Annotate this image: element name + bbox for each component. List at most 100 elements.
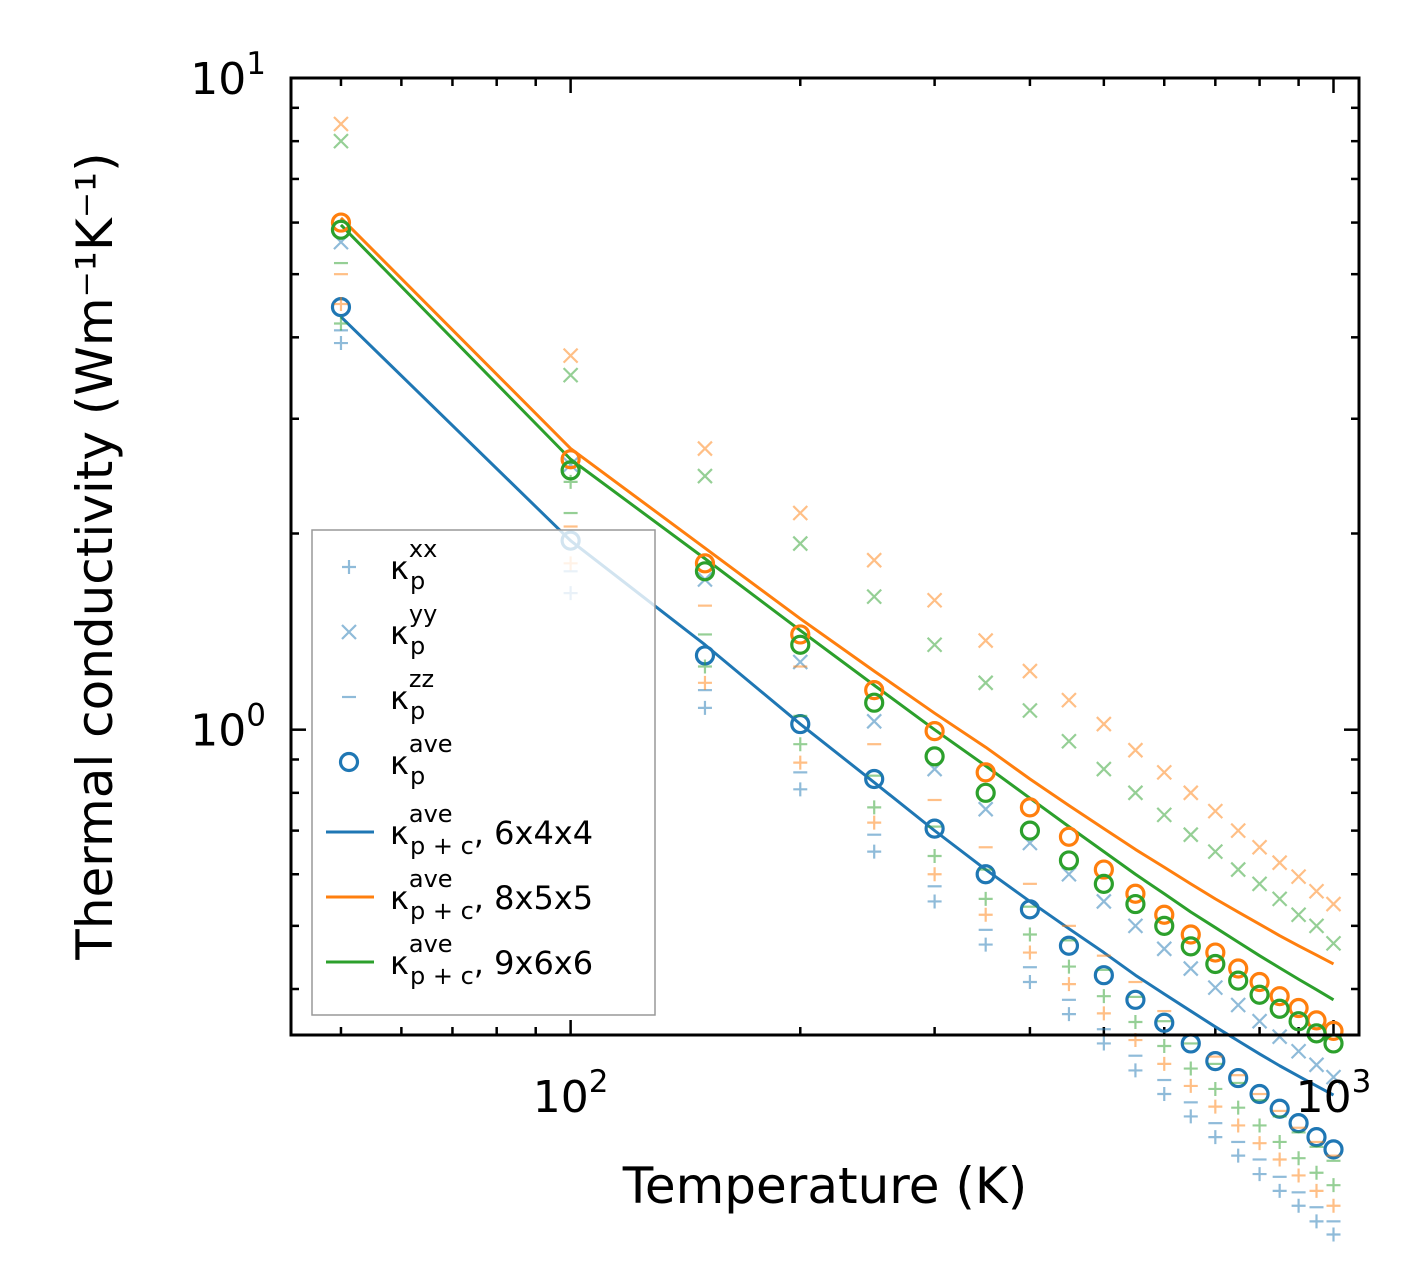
- point-xx-9x6x6: [1183, 1061, 1198, 1076]
- point-xx-9x6x6: [1061, 959, 1076, 974]
- point-ave-8x5x5: [975, 762, 996, 783]
- point-xx-6x4x4: [1157, 1087, 1172, 1102]
- point-xx-6x4x4: [927, 894, 942, 909]
- point-yy-6x4x4: [1127, 918, 1144, 934]
- point-ave-8x5x5: [1269, 986, 1290, 1007]
- point-yy-8x5x5: [1251, 839, 1268, 856]
- point-ave-8x5x5: [1093, 859, 1114, 880]
- y-tick-label-exponent: 1: [246, 46, 266, 82]
- point-ave-9x6x6: [1205, 953, 1226, 975]
- point-ave-9x6x6: [1288, 1011, 1309, 1032]
- point-xx-9x6x6: [697, 659, 712, 674]
- point-yy-6x4x4: [1183, 960, 1199, 977]
- point-ave-6x4x4: [1228, 1067, 1249, 1089]
- data-points: [330, 116, 1344, 1242]
- x-tick-label: 102: [533, 1064, 609, 1123]
- legend-subscript: p + c: [410, 832, 474, 860]
- legend-entry-label: κyy p: [390, 600, 437, 660]
- point-xx-8x5x5: [1231, 1118, 1246, 1133]
- legend-subscript: p: [410, 632, 425, 660]
- point-xx-9x6x6: [1326, 1178, 1341, 1193]
- legend-kappa: κ: [390, 944, 409, 982]
- point-yy-9x6x6: [866, 588, 882, 605]
- point-xx-8x5x5: [978, 907, 993, 922]
- point-ave-8x5x5: [1205, 942, 1226, 963]
- point-yy-6x4x4: [1290, 1043, 1307, 1060]
- point-xx-6x4x4: [1183, 1109, 1198, 1124]
- model-lines: [339, 216, 1335, 1097]
- point-yy-8x5x5: [1271, 854, 1288, 871]
- point-yy-6x4x4: [562, 456, 579, 473]
- legend-suffix: , 9x6x6: [474, 944, 593, 982]
- legend-box: [311, 529, 656, 1016]
- point-ave-9x6x6: [1228, 970, 1249, 991]
- x-axis-label: Temperature (K): [622, 1157, 1027, 1215]
- point-ave-6x4x4: [1306, 1127, 1327, 1148]
- point-yy-9x6x6: [1156, 807, 1173, 823]
- point-xx-8x5x5: [1157, 1056, 1172, 1071]
- point-yy-8x5x5: [1183, 785, 1199, 801]
- series-line-8x5x5: [339, 216, 1335, 966]
- point-xx-6x4x4: [1096, 1036, 1111, 1051]
- point-ave-8x5x5: [1288, 997, 1309, 1019]
- point-yy-8x5x5: [333, 116, 349, 132]
- point-yy-9x6x6: [1127, 785, 1144, 801]
- point-xx-6x4x4: [333, 336, 348, 351]
- point-yy-8x5x5: [792, 505, 809, 521]
- point-xx-6x4x4: [1326, 1227, 1341, 1242]
- point-yy-9x6x6: [792, 535, 809, 552]
- point-ave-9x6x6: [560, 460, 581, 481]
- point-yy-6x4x4: [1156, 941, 1173, 957]
- point-ave-9x6x6: [1093, 873, 1114, 894]
- legend-suffix: , 6x4x4: [474, 814, 593, 852]
- point-ave-8x5x5: [790, 624, 811, 645]
- point-ave-6x4x4: [1019, 899, 1041, 920]
- point-yy-9x6x6: [1207, 843, 1224, 860]
- point-yy-6x4x4: [1207, 979, 1224, 996]
- point-xx-6x4x4: [793, 782, 808, 797]
- point-ave-9x6x6: [1249, 984, 1270, 1005]
- legend-subscript: p: [410, 762, 425, 790]
- point-ave-9x6x6: [924, 746, 945, 767]
- point-yy-8x5x5: [1290, 868, 1307, 885]
- point-ave-9x6x6: [1058, 850, 1080, 871]
- legend-kappa: κ: [390, 549, 409, 587]
- point-yy-8x5x5: [1022, 663, 1038, 679]
- point-ave-9x6x6: [975, 782, 996, 803]
- point-xx-8x5x5: [1252, 1136, 1267, 1151]
- series-line-6x4x4: [339, 315, 1335, 1097]
- point-xx-6x4x4: [1128, 1063, 1143, 1078]
- legend-kappa: κ: [390, 614, 409, 652]
- point-yy-8x5x5: [977, 632, 994, 649]
- point-ave-9x6x6: [694, 561, 716, 582]
- point-ave-8x5x5: [1154, 904, 1175, 925]
- point-ave-6x4x4: [1058, 935, 1080, 956]
- point-yy-6x4x4: [866, 713, 882, 730]
- point-xx-9x6x6: [1208, 1081, 1223, 1096]
- x-tick-label-base: 10: [533, 1072, 589, 1123]
- point-yy-8x5x5: [926, 592, 943, 608]
- point-yy-8x5x5: [562, 347, 579, 364]
- point-xx-6x4x4: [1022, 975, 1037, 990]
- point-yy-9x6x6: [926, 636, 943, 653]
- legend-subscript: p + c: [410, 897, 474, 925]
- point-ave-8x5x5: [1019, 797, 1041, 818]
- point-xx-9x6x6: [927, 848, 942, 863]
- point-xx-8x5x5: [1272, 1152, 1287, 1167]
- point-yy-8x5x5: [1230, 822, 1246, 839]
- point-xx-9x6x6: [333, 316, 348, 331]
- x-tick-label-base: 10: [1296, 1072, 1352, 1123]
- point-ave-8x5x5: [1180, 924, 1201, 945]
- legend-superscript: yy: [409, 600, 437, 628]
- point-yy-9x6x6: [1061, 733, 1077, 750]
- point-xx-8x5x5: [927, 867, 942, 882]
- y-tick-label-exponent: 0: [246, 698, 266, 734]
- legend-entry-label: κave p: [390, 730, 453, 790]
- point-xx-6x4x4: [867, 844, 882, 859]
- point-ave-9x6x6: [864, 692, 885, 713]
- point-yy-6x4x4: [1271, 1028, 1288, 1045]
- point-xx-8x5x5: [1208, 1099, 1223, 1114]
- point-yy-8x5x5: [1325, 896, 1342, 912]
